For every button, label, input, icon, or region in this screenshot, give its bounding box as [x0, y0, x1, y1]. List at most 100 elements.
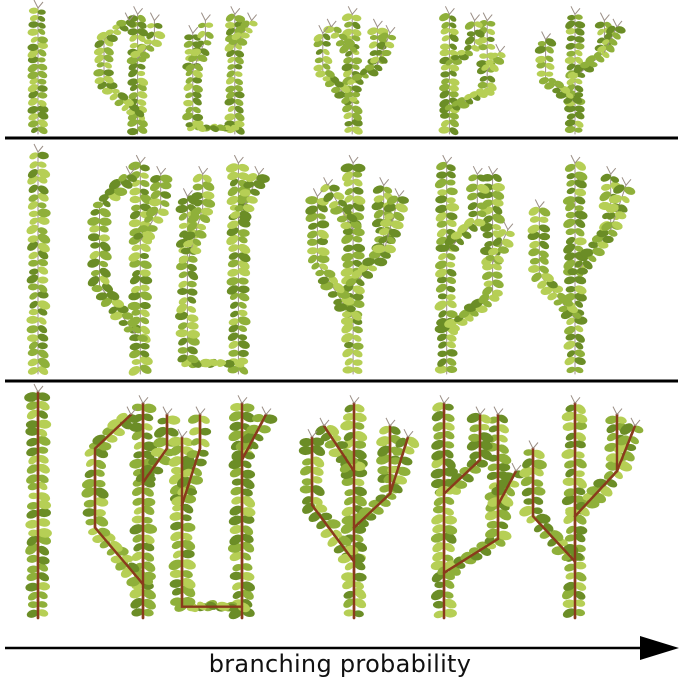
leaf-shape — [27, 482, 39, 491]
leaf-shape — [37, 392, 51, 402]
leaf-shape — [384, 245, 396, 253]
leaf-shape — [352, 228, 365, 237]
leaf-shape — [485, 59, 494, 66]
leaf-shape — [431, 439, 445, 450]
leaf-shape — [574, 421, 587, 431]
leaf-shape — [471, 45, 480, 52]
leaf-shape — [378, 236, 388, 244]
leaf-shape — [449, 28, 459, 36]
leaf-shape — [546, 280, 558, 289]
leaf-shape — [85, 518, 96, 526]
leaf-shape — [225, 359, 235, 367]
leaf-shape — [474, 29, 485, 38]
leaf-shape — [106, 81, 118, 90]
tendril — [126, 406, 137, 415]
leaf-shape — [302, 458, 313, 466]
leaf-shape — [612, 32, 621, 40]
leaf-shape — [527, 224, 540, 234]
leaf-shape — [606, 25, 616, 35]
leaf-shape — [227, 171, 239, 181]
leaf-shape — [172, 504, 183, 512]
leaf-shape — [440, 71, 450, 78]
leaf-shape — [26, 409, 38, 420]
tendril — [503, 221, 514, 231]
leaf-shape — [599, 191, 611, 202]
leaf-shape — [374, 64, 383, 72]
leaf-shape — [226, 195, 239, 205]
leaf-shape — [384, 41, 395, 49]
leaf-shape — [175, 311, 189, 321]
leaf-shape — [129, 458, 144, 469]
leaf-shape — [150, 190, 161, 200]
leaf-shape — [114, 187, 128, 196]
leaf-shape — [129, 422, 144, 432]
leaf-shape — [351, 35, 361, 42]
leaf-shape — [449, 119, 459, 128]
leaf-shape — [225, 27, 235, 36]
leaf-shape — [575, 300, 584, 308]
leaf-shape — [137, 225, 149, 233]
leaf-shape — [27, 63, 39, 73]
leaf-shape — [406, 436, 420, 449]
leaf-shape — [352, 112, 362, 121]
leaf-shape — [112, 88, 120, 94]
leaf-shape — [574, 292, 587, 302]
leaf-shape — [575, 219, 586, 228]
leaf-shape — [229, 534, 243, 546]
leaf-shape — [488, 247, 499, 256]
leaf-shape — [523, 498, 534, 505]
leaf-shape — [37, 92, 48, 99]
leaf-shape — [566, 35, 576, 42]
leaf-shape — [133, 441, 144, 450]
leaf-shape — [540, 286, 553, 296]
leaf-shape — [37, 70, 48, 79]
leaf-shape — [129, 84, 138, 92]
leaf-shape — [565, 42, 576, 50]
leaf-shape — [37, 455, 49, 464]
leaf-shape — [432, 542, 445, 553]
leaf-shape — [343, 431, 354, 442]
leaf-shape — [564, 252, 576, 261]
leaf-shape — [614, 26, 626, 34]
leaf-shape — [464, 36, 475, 45]
leaf-shape — [123, 326, 134, 333]
leaf-shape — [563, 243, 575, 254]
leaf-shape — [192, 91, 202, 99]
leaf-shape — [535, 55, 547, 64]
leaf-shape — [353, 486, 367, 497]
leaf-shape — [37, 15, 46, 22]
leaf-shape — [486, 43, 496, 50]
leaf-shape — [298, 446, 313, 456]
leaf-shape — [187, 346, 198, 355]
leaf-shape — [140, 364, 152, 374]
leaf-shape — [237, 309, 248, 317]
leaf-shape — [228, 39, 238, 45]
leaf-shape — [237, 277, 249, 285]
leaf-shape — [94, 469, 105, 477]
leaf-shape — [545, 55, 554, 63]
leaf-shape — [373, 257, 388, 267]
leaf-shape — [253, 433, 264, 442]
leaf-shape — [566, 50, 576, 57]
leaf-shape — [229, 551, 243, 562]
leaf-shape — [262, 414, 278, 424]
leaf-shape — [106, 34, 118, 42]
leaf-shape — [340, 222, 352, 230]
leaf-shape — [343, 112, 353, 120]
leaf-shape — [561, 495, 576, 506]
leaf-shape — [341, 477, 355, 486]
leaf-shape — [351, 73, 363, 81]
leaf-shape — [575, 228, 585, 237]
leaf-shape — [574, 210, 588, 220]
leaf-shape — [87, 233, 101, 242]
axis-label: branching probability — [208, 650, 472, 678]
leaf-shape — [574, 120, 584, 128]
leaf-shape — [137, 34, 146, 43]
leaf-shape — [464, 50, 474, 57]
leaf-shape — [574, 127, 583, 133]
leaf-shape — [351, 126, 363, 135]
leaf-shape — [604, 32, 613, 40]
leaf-shape — [129, 195, 141, 204]
leaf-shape — [574, 21, 586, 29]
leaf-shape — [129, 210, 141, 220]
